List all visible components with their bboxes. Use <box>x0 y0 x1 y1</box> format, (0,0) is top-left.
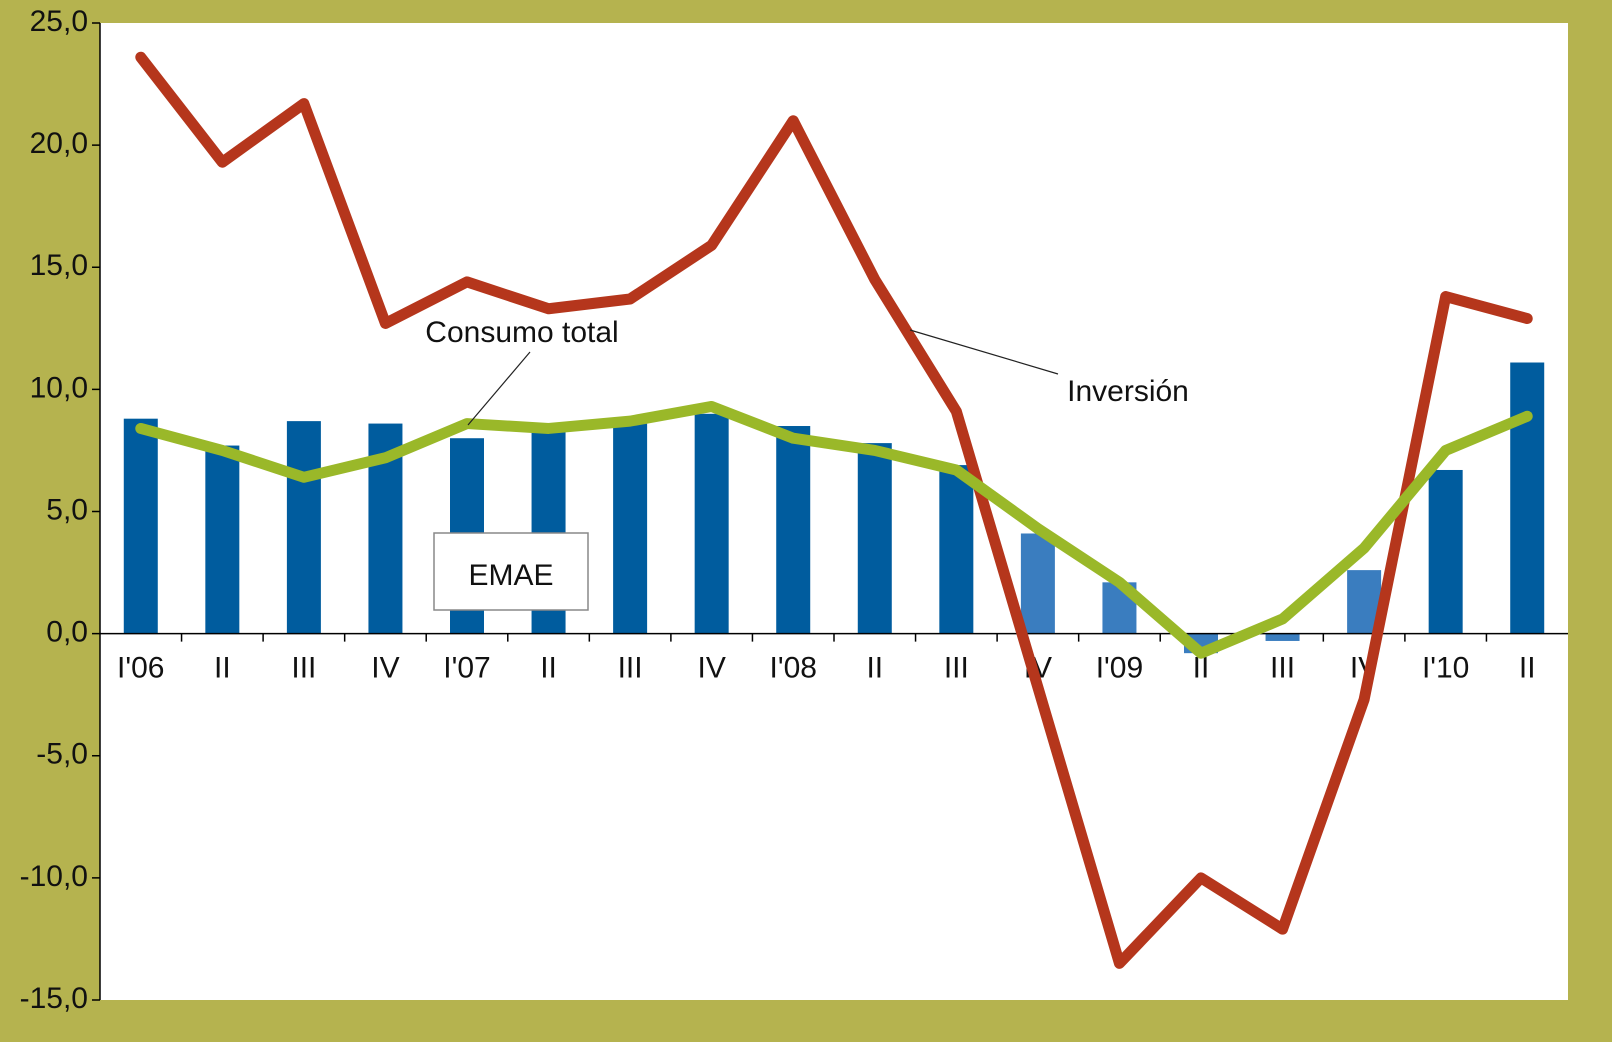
y-tick-label: 25,0 <box>30 5 88 38</box>
line-series <box>135 51 1533 969</box>
x-tick-label: II <box>866 652 883 685</box>
y-tick-label: 20,0 <box>30 127 88 160</box>
y-tick-label: -10,0 <box>20 860 88 893</box>
series-label: EMAE <box>468 559 553 592</box>
bar <box>205 445 240 634</box>
x-tick-label: II <box>1193 652 1210 685</box>
y-tick-label: 5,0 <box>46 493 88 526</box>
bar <box>613 423 648 634</box>
x-tick-label: IV <box>371 652 399 685</box>
line-series <box>135 400 1533 659</box>
x-tick-label: III <box>291 652 316 685</box>
x-tick-label: III <box>944 652 969 685</box>
bar <box>694 413 729 634</box>
x-tick-label: I'06 <box>117 652 164 685</box>
y-tick-label: 10,0 <box>30 371 88 404</box>
bar <box>1510 362 1545 634</box>
label-box <box>433 532 589 611</box>
y-tick-label: -5,0 <box>36 738 88 771</box>
y-tick-label: 0,0 <box>46 616 88 649</box>
bar <box>1020 533 1055 634</box>
x-tick-label: I'10 <box>1422 652 1469 685</box>
x-tick-label: I'09 <box>1096 652 1143 685</box>
x-tick-label: I'08 <box>770 652 817 685</box>
bar <box>776 426 811 634</box>
bar <box>857 443 892 634</box>
series-label: Inversión <box>1067 375 1189 408</box>
bar <box>939 465 974 634</box>
x-tick-label: II <box>214 652 231 685</box>
x-tick-label: III <box>618 652 643 685</box>
leader-line <box>467 351 531 426</box>
y-tick-label: -15,0 <box>20 982 88 1015</box>
x-tick-label: I'07 <box>443 652 490 685</box>
x-tick-label: II <box>540 652 557 685</box>
series-label: Consumo total <box>425 316 618 349</box>
bar <box>1265 633 1300 641</box>
x-tick-label: III <box>1270 652 1295 685</box>
bar <box>1428 469 1463 634</box>
bar <box>286 421 321 634</box>
bar <box>123 418 158 634</box>
plot-area <box>100 23 1568 1000</box>
leader-line <box>909 329 1059 375</box>
x-tick-label: II <box>1519 652 1536 685</box>
x-tick-label: IV <box>697 652 725 685</box>
y-tick-label: 15,0 <box>30 249 88 282</box>
